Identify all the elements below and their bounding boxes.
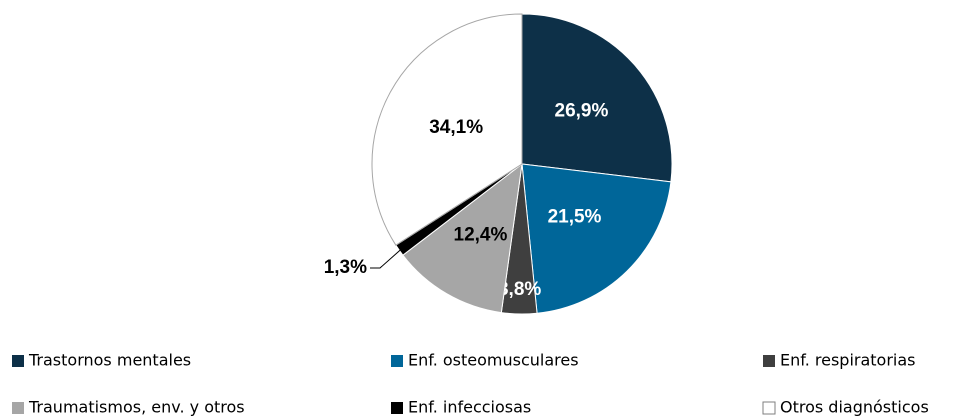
pie-slice (402, 162, 523, 314)
legend-label: Enf. osteomusculares (408, 351, 579, 370)
data-label: 1,3% (324, 257, 367, 278)
legend-swatch (12, 355, 24, 367)
data-label: 26,9% (555, 100, 609, 121)
pie-slice (371, 13, 523, 246)
data-label: 12,4% (454, 224, 508, 245)
legend-swatch (763, 355, 775, 367)
legend-swatch (762, 401, 776, 415)
legend-label: Otros diagnósticos (780, 398, 929, 417)
legend-label: Enf. respiratorias (780, 351, 916, 370)
data-label: 3,8% (498, 279, 541, 300)
legend-swatch (391, 355, 403, 367)
leader-line (370, 247, 404, 269)
legend-swatch (12, 402, 24, 414)
legend-swatch (391, 402, 403, 414)
data-label: 34,1% (429, 117, 483, 138)
legend-label: Trastornos mentales (28, 351, 191, 370)
legend-label: Traumatismos, env. y otros (28, 398, 245, 417)
pie-slice (521, 13, 673, 183)
legend-label: Enf. infecciosas (408, 398, 531, 417)
pie-slice (521, 163, 672, 314)
data-label: 21,5% (548, 207, 602, 228)
